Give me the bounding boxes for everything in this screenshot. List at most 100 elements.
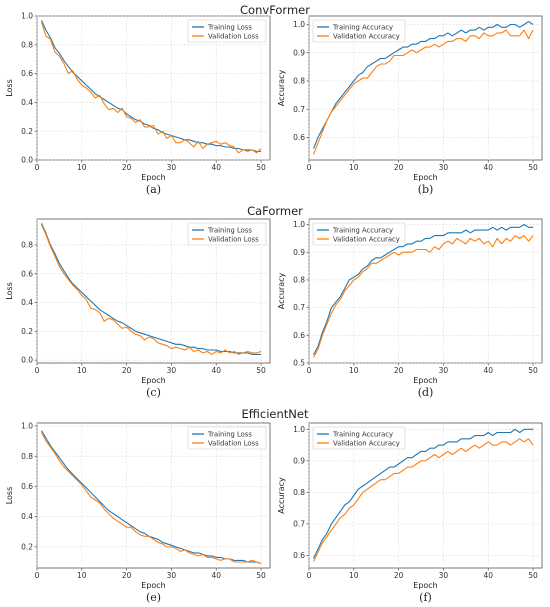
x-tick-label: 20 [394,366,404,375]
y-tick-label: 0.7 [293,105,305,114]
legend-label: Validation Loss [208,439,259,447]
y-tick-label: 0.8 [293,276,305,285]
y-tick-label: 0.9 [293,248,305,257]
panel-a-convformer-loss-chart: 0 10 20 30 40 50 0.0 0.2 0.4 0.6 0.8 1.0 Epoch Loss Tr… [5,12,271,196]
x-tick-label: 0 [35,163,40,172]
y-tick-label: 0.9 [293,456,305,465]
y-tick-label: 0.2 [21,542,33,551]
x-tick-label: 0 [307,571,312,580]
panel-caption: (e) [146,591,161,604]
x-tick-label: 20 [122,366,132,375]
x-tick-label: 30 [439,366,449,375]
y-tick-label: 1.0 [21,422,33,431]
legend-box [312,426,406,450]
y-axis-label: Accuracy [277,272,286,309]
legend-label: Training Loss [207,430,252,438]
x-tick-label: 20 [122,571,132,580]
y-axis-label: Accuracy [277,69,286,106]
y-tick-label: 0.7 [293,303,305,312]
x-tick-label: 30 [167,163,177,172]
x-tick-label: 0 [35,571,40,580]
series-line-training-accuracy [312,21,534,149]
legend-label: Validation Accuracy [333,32,400,40]
legend-label: Validation Accuracy [333,439,400,447]
x-tick-label: 30 [439,163,449,172]
legend-label: Training Accuracy [332,430,393,438]
x-tick-label: 50 [528,366,538,375]
legend-label: Validation Accuracy [333,235,400,243]
x-tick-label: 30 [167,571,177,580]
x-tick-label: 20 [394,571,404,580]
x-tick-label: 0 [35,366,40,375]
legend-box [187,426,267,450]
y-axis-label: Loss [5,282,14,300]
x-tick-label: 50 [528,571,538,580]
series-line-training-loss [40,20,261,152]
x-tick-label: 10 [77,163,87,172]
x-tick-label: 40 [483,163,493,172]
y-tick-label: 0.8 [21,452,33,461]
y-tick-label: 0.6 [21,269,33,278]
panel-f-efficientnet-accuracy-chart: 0 10 20 30 40 50 0.6 0.7 0.8 0.9 1.0 Epoch Accuracy T… [277,422,543,604]
x-tick-label: 50 [256,571,266,580]
x-axis-label: Epoch [141,581,166,590]
series-line-validation-loss [40,21,262,154]
x-tick-label: 40 [211,163,221,172]
y-tick-label: 0.6 [293,331,305,340]
y-tick-label: 0.5 [293,359,305,368]
legend-box [187,222,267,246]
panel-caption: (a) [146,183,161,196]
y-tick-label: 1.0 [293,20,305,29]
y-tick-label: 1.0 [293,425,305,434]
panel-caption: (c) [146,386,161,399]
legend-label: Training Loss [207,23,252,31]
x-axis-label: Epoch [413,581,438,590]
x-tick-label: 10 [77,571,87,580]
panel-d-caformer-accuracy-chart: 0 10 20 30 40 50 0.5 0.6 0.7 0.8 0.9 1.0 Epoch Accura… [277,218,543,399]
panel-caption: (f) [419,591,432,604]
y-tick-label: 0.0 [21,156,33,165]
x-tick-label: 0 [307,366,312,375]
series-line-validation-accuracy [313,235,534,358]
legend-box [312,222,406,246]
series-line-training-accuracy [313,428,533,559]
x-tick-label: 20 [122,163,132,172]
y-tick-label: 0.6 [293,133,305,142]
y-tick-label: 0.4 [21,298,33,307]
y-tick-label: 1.0 [21,12,33,21]
row-title-efficientnet: EfficientNet [241,407,309,421]
y-tick-label: 0.8 [293,488,305,497]
y-tick-label: 0.4 [21,512,33,521]
x-tick-label: 50 [528,163,538,172]
x-tick-label: 40 [211,571,221,580]
y-tick-label: 0.6 [21,69,33,78]
y-tick-label: 0.6 [21,482,33,491]
y-tick-label: 0.8 [293,77,305,86]
series-line-validation-loss [40,224,262,355]
x-tick-label: 40 [211,366,221,375]
y-tick-label: 0.7 [293,519,305,528]
y-tick-label: 0.6 [293,551,305,560]
panel-caption: (d) [418,386,434,399]
legend-label: Training Accuracy [332,23,393,31]
x-tick-label: 50 [256,163,266,172]
legend-label: Training Accuracy [332,226,393,234]
x-tick-label: 10 [77,366,87,375]
panel-b-convformer-accuracy-chart: 0 10 20 30 40 50 0.6 0.7 0.8 0.9 1.0 Epoch Accuracy T… [277,15,543,196]
x-tick-label: 30 [167,366,177,375]
y-axis-label: Loss [5,79,14,97]
x-tick-label: 0 [307,163,312,172]
legend-label: Training Loss [207,226,252,234]
panel-e-efficientnet-loss-chart: 0 10 20 30 40 50 0.2 0.4 0.6 0.8 1.0 Epoch Loss Train… [5,422,271,604]
series-line-training-loss [40,223,261,355]
y-tick-label: 0.8 [21,241,33,250]
legend-box [187,19,267,43]
x-tick-label: 20 [394,163,404,172]
x-axis-label: Epoch [141,376,166,385]
legend-box [312,19,406,43]
x-tick-label: 50 [256,366,266,375]
x-tick-label: 30 [439,571,449,580]
x-axis-label: Epoch [413,173,438,182]
x-axis-label: Epoch [413,376,438,385]
panel-caption: (b) [418,183,434,196]
